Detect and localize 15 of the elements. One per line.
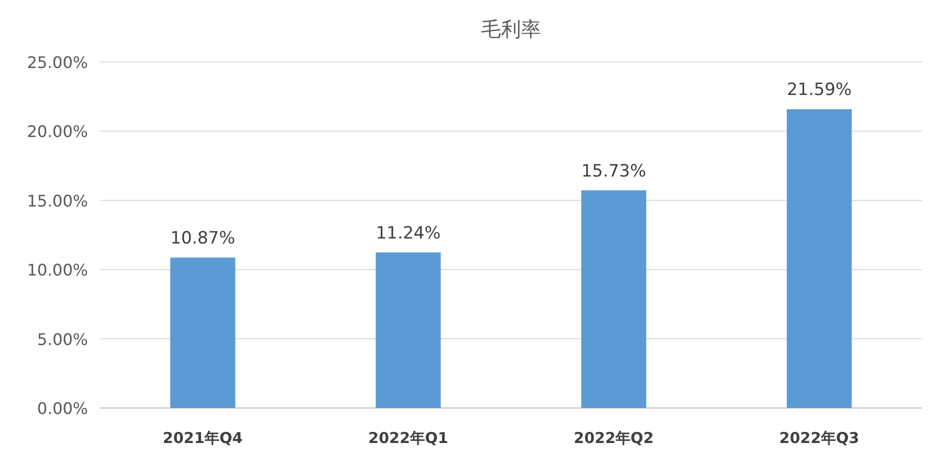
y-tick-label: 10.00% xyxy=(26,260,88,280)
data-label: 10.87% xyxy=(170,228,236,249)
y-tick-label: 0.00% xyxy=(37,399,88,418)
y-tick-label: 20.00% xyxy=(26,122,88,142)
chart-title: 毛利率 xyxy=(481,17,541,41)
y-tick-label: 15.00% xyxy=(26,191,88,210)
x-tick-label: 2022年Q3 xyxy=(779,429,860,447)
y-tick-label: 25.00% xyxy=(26,53,88,72)
x-tick-label: 2022年Q1 xyxy=(368,429,448,447)
x-tick-label: 2021年Q4 xyxy=(162,429,243,447)
data-label: 11.24% xyxy=(376,223,441,244)
data-label: 15.73% xyxy=(581,161,646,182)
x-tick-label: 2022年Q2 xyxy=(574,429,654,447)
data-label: 21.59% xyxy=(786,80,852,100)
y-tick-label: 5.00% xyxy=(37,330,88,349)
